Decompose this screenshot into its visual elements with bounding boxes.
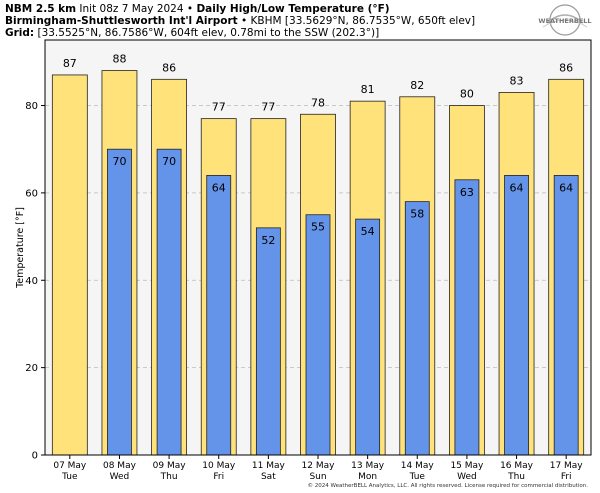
logo-text: WEATHERBELL: [538, 17, 591, 25]
low-value-label: 70: [112, 155, 126, 168]
high-value-label: 88: [112, 53, 126, 66]
bullet: •: [186, 3, 194, 15]
x-tick-label-date: 07 May: [53, 461, 87, 471]
low-value-label: 52: [261, 234, 275, 247]
x-tick-label-date: 08 May: [103, 461, 137, 471]
low-value-label: 64: [559, 181, 573, 194]
low-value-label: 55: [311, 221, 325, 234]
x-tick-label-date: 16 May: [500, 461, 534, 471]
x-tick-label-day: Thu: [507, 472, 525, 482]
station-name: Birmingham-Shuttlesworth Int'l Airport: [5, 15, 238, 27]
high-value-label: 87: [63, 57, 77, 70]
high-value-label: 80: [460, 88, 474, 101]
x-tick-label-day: Tue: [409, 472, 426, 482]
low-value-label: 64: [212, 181, 226, 194]
x-tick-label-day: Mon: [358, 472, 377, 482]
high-value-label: 83: [510, 74, 524, 87]
chart-title: Daily High/Low Temperature (°F): [196, 3, 390, 15]
bullet: •: [240, 15, 248, 27]
x-tick-label-day: Sun: [309, 472, 326, 482]
low-bar: [305, 214, 331, 456]
high-value-label: 81: [361, 83, 375, 96]
grid-info: [33.5525°N, 86.7586°W, 604ft elev, 0.78m…: [37, 27, 380, 39]
plot-frame: [44, 39, 592, 456]
y-tick-label: 80: [25, 101, 38, 112]
low-value-label: 63: [460, 186, 474, 199]
x-tick-label-day: Wed: [457, 472, 477, 482]
y-tick-label: 0: [32, 451, 38, 462]
model-name: NBM 2.5 km: [5, 3, 77, 15]
x-tick-label-date: 15 May: [450, 461, 484, 471]
low-bar: [454, 179, 480, 456]
low-bar: [504, 175, 529, 456]
low-bar: [553, 175, 579, 456]
x-tick-label-date: 17 May: [550, 461, 584, 471]
x-tick-label-day: Fri: [213, 472, 224, 482]
x-tick-label-day: Tue: [61, 472, 78, 482]
high-value-label: 77: [212, 101, 226, 114]
low-bar: [206, 175, 232, 456]
y-tick-label: 40: [25, 276, 38, 287]
x-tick-label-date: 12 May: [302, 461, 336, 471]
y-axis-label: Temperature [°F]: [15, 207, 26, 289]
station-info: KBHM [33.5629°N, 86.7535°W, 650ft elev]: [250, 15, 476, 27]
init-time: Init 08z 7 May 2024: [79, 3, 184, 15]
y-tick-label: 60: [25, 188, 38, 199]
low-bar: [355, 218, 381, 456]
x-tick-label-date: 09 May: [153, 461, 187, 471]
chart-header-line-1: NBM 2.5 km Init 08z 7 May 2024 • Daily H…: [5, 3, 390, 15]
x-tick-label-date: 13 May: [351, 461, 385, 471]
low-value-label: 64: [510, 181, 524, 194]
high-value-label: 78: [311, 96, 325, 109]
high-value-label: 86: [162, 61, 176, 74]
low-value-label: 58: [410, 208, 424, 221]
low-bar: [404, 201, 430, 456]
x-tick-label-day: Fri: [561, 472, 572, 482]
x-tick-label-date: 14 May: [401, 461, 435, 471]
low-bar: [255, 227, 281, 456]
chart-header-line-3: Grid: [33.5525°N, 86.7586°W, 604ft elev,…: [5, 27, 380, 39]
copyright-notice: © 2024 WeatherBELL Analytics, LLC. All r…: [307, 483, 588, 489]
low-value-label: 70: [162, 155, 176, 168]
x-tick-label-day: Sat: [261, 472, 276, 482]
x-tick-label-date: 11 May: [252, 461, 286, 471]
x-tick-label-day: Thu: [160, 472, 178, 482]
low-bar: [107, 148, 132, 456]
low-bar: [156, 148, 182, 456]
high-bar: [51, 74, 88, 456]
x-tick-label-date: 10 May: [202, 461, 236, 471]
weatherbell-logo: WEATHERBELL: [538, 4, 592, 36]
chart-header-line-2: Birmingham-Shuttlesworth Int'l Airport •…: [5, 15, 475, 27]
x-tick-label-day: Wed: [110, 472, 130, 482]
grid-label: Grid: [5, 27, 30, 39]
high-value-label: 77: [261, 101, 275, 114]
low-value-label: 54: [361, 225, 375, 238]
y-tick-label: 20: [25, 363, 38, 374]
high-value-label: 86: [559, 61, 573, 74]
high-value-label: 82: [410, 79, 424, 92]
